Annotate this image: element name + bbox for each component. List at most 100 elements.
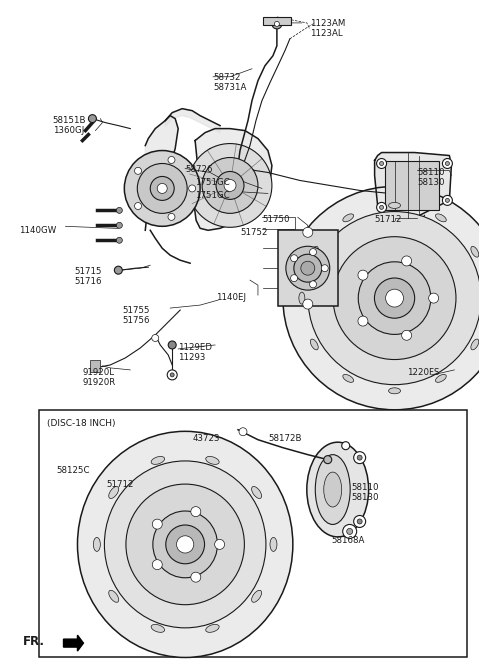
Polygon shape [194, 129, 272, 230]
Text: 51716: 51716 [74, 277, 102, 286]
Text: 51750: 51750 [262, 215, 289, 224]
Circle shape [116, 207, 122, 213]
Circle shape [167, 370, 177, 380]
Text: 58726: 58726 [185, 166, 213, 174]
Text: 51752: 51752 [240, 228, 267, 238]
Circle shape [231, 179, 239, 187]
Text: 51712: 51712 [374, 215, 402, 224]
Circle shape [402, 256, 412, 266]
Ellipse shape [389, 203, 400, 209]
Bar [278, 230, 338, 306]
Text: 91920R: 91920R [83, 378, 116, 387]
Ellipse shape [358, 262, 431, 334]
Circle shape [445, 199, 449, 203]
Circle shape [189, 185, 196, 192]
Circle shape [88, 115, 96, 123]
Circle shape [290, 255, 298, 262]
Circle shape [239, 427, 247, 435]
Circle shape [429, 293, 439, 303]
Circle shape [443, 195, 452, 205]
Ellipse shape [151, 625, 165, 632]
Ellipse shape [343, 374, 354, 382]
Ellipse shape [270, 537, 277, 552]
Circle shape [224, 179, 236, 191]
Text: 58732: 58732 [213, 72, 240, 82]
Text: 58110: 58110 [418, 168, 445, 178]
Text: 1129ED: 1129ED [178, 343, 212, 352]
Circle shape [216, 172, 244, 199]
Polygon shape [63, 635, 84, 651]
Bar [90, 360, 100, 372]
Text: 58125C: 58125C [57, 466, 90, 474]
Circle shape [357, 519, 362, 524]
Circle shape [354, 515, 366, 527]
Polygon shape [374, 152, 451, 218]
Circle shape [168, 341, 176, 349]
Circle shape [202, 158, 258, 213]
Ellipse shape [153, 511, 217, 578]
Circle shape [124, 150, 200, 226]
Ellipse shape [307, 442, 369, 537]
Circle shape [137, 164, 187, 213]
Circle shape [170, 373, 174, 377]
Circle shape [294, 254, 322, 282]
Circle shape [191, 507, 201, 517]
Circle shape [116, 238, 122, 244]
Ellipse shape [283, 187, 480, 410]
Text: 1751GC: 1751GC [195, 178, 230, 187]
Text: 58168A: 58168A [332, 536, 365, 546]
Ellipse shape [109, 590, 119, 603]
Circle shape [377, 158, 386, 168]
Text: 51756: 51756 [122, 316, 150, 325]
Text: 58731A: 58731A [213, 83, 246, 92]
Ellipse shape [299, 292, 305, 304]
Circle shape [152, 560, 162, 570]
Ellipse shape [315, 455, 350, 525]
Circle shape [188, 144, 272, 227]
Circle shape [114, 266, 122, 274]
Circle shape [177, 535, 194, 553]
Circle shape [402, 330, 412, 340]
Circle shape [157, 183, 167, 193]
Circle shape [374, 278, 415, 318]
Ellipse shape [435, 214, 446, 222]
Circle shape [290, 274, 298, 282]
Text: 1751GC: 1751GC [195, 191, 230, 201]
Text: 51755: 51755 [122, 306, 150, 315]
Circle shape [215, 539, 225, 550]
Circle shape [150, 176, 174, 201]
Circle shape [303, 299, 313, 309]
Text: 51712: 51712 [107, 480, 134, 488]
Ellipse shape [389, 388, 400, 394]
Ellipse shape [471, 246, 479, 257]
Circle shape [343, 525, 357, 538]
Circle shape [385, 289, 404, 307]
Bar [38, 410, 468, 657]
Text: 58130: 58130 [352, 493, 379, 501]
Text: 1140GW: 1140GW [19, 226, 56, 236]
Circle shape [134, 167, 142, 174]
Ellipse shape [311, 246, 318, 257]
Circle shape [357, 455, 362, 460]
Text: 1123AM: 1123AM [310, 19, 345, 28]
Text: 51715: 51715 [74, 267, 102, 276]
Circle shape [191, 572, 201, 582]
Ellipse shape [151, 456, 165, 464]
Text: 1360GJ: 1360GJ [52, 125, 84, 135]
Text: 91920L: 91920L [83, 368, 114, 377]
Circle shape [301, 261, 315, 275]
Circle shape [377, 203, 386, 212]
Text: 58151B: 58151B [52, 115, 86, 125]
Bar [384, 160, 439, 211]
Ellipse shape [343, 214, 354, 222]
Text: 1220FS: 1220FS [408, 368, 440, 377]
Circle shape [380, 162, 384, 166]
Text: 1140EJ: 1140EJ [216, 293, 246, 302]
Circle shape [380, 205, 384, 209]
Ellipse shape [94, 537, 100, 552]
Ellipse shape [333, 237, 456, 360]
Ellipse shape [308, 211, 480, 384]
Text: (DISC-18 INCH): (DISC-18 INCH) [47, 419, 115, 427]
Ellipse shape [104, 461, 266, 628]
Circle shape [168, 156, 175, 164]
